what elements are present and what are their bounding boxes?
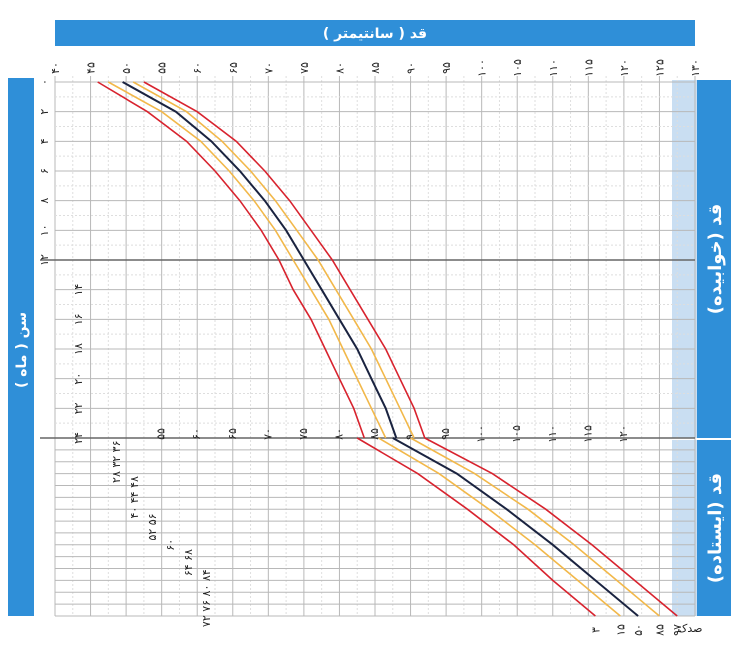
x-tick-label: ۱۰۰ xyxy=(476,59,489,77)
y-tick-label: ۲۰ xyxy=(72,373,85,385)
percentile-line-lying xyxy=(97,81,366,439)
right-panel-standing-light xyxy=(672,440,697,616)
y-tick-label: ۱۸ xyxy=(72,343,85,355)
y-tick-label: ۴ xyxy=(38,138,51,144)
percentile-line-standing xyxy=(356,437,596,617)
x-tick-label: ۷۵ xyxy=(298,62,311,74)
lower-age-label: ۷۲ ۷۶ ۸۰ ۸۴ xyxy=(200,569,213,627)
right-panel-lying xyxy=(697,80,731,438)
x-tick-label: ۴۰ xyxy=(49,62,62,74)
y-tick-label: ۸ xyxy=(38,198,51,204)
x-tick-label: ۷۰ xyxy=(262,62,275,74)
y-tick-label: ۱۰ xyxy=(38,224,51,236)
x-tick-label: ۸۰ xyxy=(333,62,346,74)
inner-x-tick-label: ۶۵ xyxy=(226,428,239,440)
inner-x-tick-label: ۱۱۵ xyxy=(581,425,594,443)
x-tick-label: ۱۰۵ xyxy=(511,59,524,77)
x-tick-label: ۴۵ xyxy=(85,62,98,74)
y-tick-label: ۶ xyxy=(38,168,51,174)
inner-x-tick-label: ۸۵ xyxy=(368,428,381,440)
x-tick-label: ۵۰ xyxy=(120,62,133,74)
inner-x-tick-label: ۵۵ xyxy=(155,428,168,440)
percentile-line-standing xyxy=(410,437,660,617)
right-corner-label: صدک xyxy=(678,622,703,635)
percentile-label: ۹۷ xyxy=(671,624,684,636)
y-tick-label: ۲۴ xyxy=(72,432,85,444)
lower-age-label: ۶۴ ۶۸ xyxy=(182,549,195,576)
percentile-line-standing xyxy=(378,437,621,617)
ticks-layer: ۴۰ ۴۵ ۵۰ ۵۵ ۶۰ ۶۵ ۷۰ ۷۵ ۸۰ ۸۵ ۹۰ ۹۵ ۱۰۰ ۱۰۵ ۱۱۰ ۱۱۵ ۱۲۰ ۱… xyxy=(38,59,702,627)
right-label-standing: قد (ایستاده) xyxy=(705,473,726,583)
inner-x-tick-label: ۱۲۰ xyxy=(617,425,630,443)
y-tick-label: ۱۶ xyxy=(72,313,85,325)
percentile-line-lying xyxy=(107,81,387,439)
top-axis-band xyxy=(55,20,695,46)
x-tick-label: ۵۵ xyxy=(156,62,169,74)
inner-x-tick-label: ۷۰ xyxy=(261,428,274,440)
lower-age-label: ۶۰ xyxy=(164,539,177,551)
x-tick-label: ۹۰ xyxy=(405,62,418,74)
right-panel-standing xyxy=(697,440,731,616)
lower-age-label: ۴۰ ۴۴ ۴۸ xyxy=(128,476,141,519)
x-tick-label: ۱۱۵ xyxy=(582,59,595,77)
percentile-line-standing xyxy=(424,437,678,617)
inner-x-tick-label: ۷۵ xyxy=(297,428,310,440)
grid-layer xyxy=(40,76,696,617)
left-axis-band xyxy=(8,78,34,616)
percentile-label: ۸۵ xyxy=(653,624,666,636)
x-tick-label: ۶۰ xyxy=(191,62,204,74)
lines-layer xyxy=(97,81,678,617)
x-tick-label: ۱۱۰ xyxy=(547,59,560,77)
inner-x-tick-label: ۶۰ xyxy=(190,428,203,440)
x-tick-label: ۱۳۰ xyxy=(689,59,702,77)
percentile-line-lying xyxy=(122,81,398,439)
x-tick-label: ۱۲۵ xyxy=(653,59,666,77)
inner-x-tick-label: ۹۵ xyxy=(439,428,452,440)
percentile-line-lying xyxy=(143,81,426,439)
percentile-line-lying xyxy=(132,81,415,439)
x-tick-label: ۱۲۰ xyxy=(618,59,631,77)
y-tick-label: ۲ xyxy=(38,109,51,115)
lower-age-label: ۲۸ ۳۲ ۳۶ xyxy=(110,441,123,483)
inner-x-tick-label: ۸۰ xyxy=(332,428,345,440)
left-axis-label: سن ( ماه ) xyxy=(14,312,30,388)
percentile-label: ۵۰ xyxy=(632,624,645,636)
x-tick-label: ۸۵ xyxy=(369,62,382,74)
lower-age-label: ۵۲ ۵۶ xyxy=(146,513,159,540)
y-tick-label: ۱۲ xyxy=(38,254,51,266)
right-panel-lying-light xyxy=(672,80,697,438)
percentile-label: ۳ xyxy=(589,627,602,633)
percentile-line-standing xyxy=(392,437,639,617)
inner-x-tick-label: ۹۰ xyxy=(404,428,417,440)
y-tick-label: ۲۲ xyxy=(72,402,85,414)
labels-layer: ۳ ۱۵ ۵۰ ۸۵ ۹۷ xyxy=(589,624,684,636)
inner-x-tick-label: ۱۰۵ xyxy=(510,425,523,443)
right-label-lying: قد (خوابیده) xyxy=(705,204,726,314)
inner-x-tick-label: ۱۱۰ xyxy=(546,425,559,443)
x-tick-label: ۹۵ xyxy=(440,62,453,74)
top-axis-label: قد ( سانتیمتر ) xyxy=(323,26,427,42)
y-tick-label: ۰ xyxy=(38,79,51,85)
percentile-label: ۱۵ xyxy=(614,624,627,636)
y-tick-label: ۱۴ xyxy=(72,284,85,296)
x-tick-label: ۶۵ xyxy=(227,62,240,74)
inner-x-tick-label: ۱۰۰ xyxy=(475,425,488,443)
